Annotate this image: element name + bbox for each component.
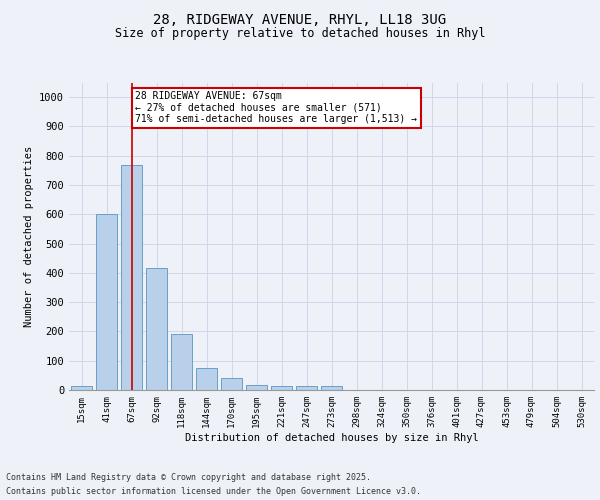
Text: Size of property relative to detached houses in Rhyl: Size of property relative to detached ho… bbox=[115, 28, 485, 40]
Bar bbox=[146, 268, 167, 390]
Bar bbox=[296, 386, 317, 390]
Y-axis label: Number of detached properties: Number of detached properties bbox=[23, 146, 34, 327]
X-axis label: Distribution of detached houses by size in Rhyl: Distribution of detached houses by size … bbox=[185, 432, 478, 442]
Bar bbox=[321, 386, 342, 390]
Bar bbox=[221, 378, 242, 390]
Bar bbox=[71, 386, 92, 390]
Bar bbox=[121, 164, 142, 390]
Bar bbox=[196, 368, 217, 390]
Text: 28, RIDGEWAY AVENUE, RHYL, LL18 3UG: 28, RIDGEWAY AVENUE, RHYL, LL18 3UG bbox=[154, 12, 446, 26]
Text: Contains public sector information licensed under the Open Government Licence v3: Contains public sector information licen… bbox=[6, 488, 421, 496]
Bar bbox=[171, 334, 192, 390]
Bar bbox=[96, 214, 117, 390]
Bar bbox=[271, 386, 292, 390]
Text: Contains HM Land Registry data © Crown copyright and database right 2025.: Contains HM Land Registry data © Crown c… bbox=[6, 472, 371, 482]
Bar bbox=[246, 384, 267, 390]
Text: 28 RIDGEWAY AVENUE: 67sqm
← 27% of detached houses are smaller (571)
71% of semi: 28 RIDGEWAY AVENUE: 67sqm ← 27% of detac… bbox=[135, 92, 417, 124]
